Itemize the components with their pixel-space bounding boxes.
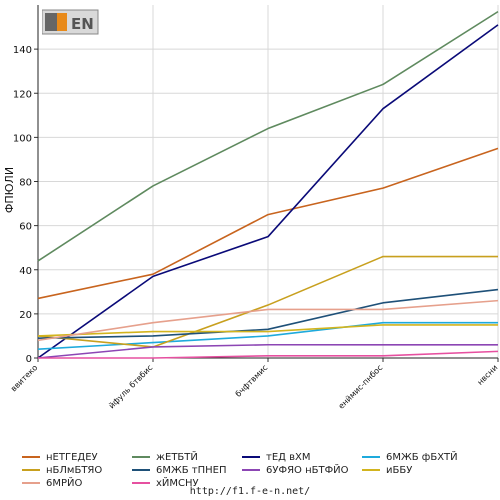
x-tick-label: ввитеко <box>9 363 39 393</box>
x-tick-label: йфуль бтвбис <box>107 363 154 410</box>
series-line <box>37 321 498 350</box>
legend-item: тЕД вХМ <box>242 452 311 463</box>
x-tick-label: нвсни <box>476 363 500 387</box>
y-tick-label: 100 <box>13 133 32 144</box>
y-tick-label: 20 <box>19 310 32 321</box>
series-line <box>37 24 499 359</box>
series-line <box>37 324 498 337</box>
y-tick-label: 120 <box>13 89 32 100</box>
legend-label: нБЛмБТЯО <box>46 465 103 476</box>
y-tick-label: 0 <box>26 354 32 365</box>
y-tick-label: 80 <box>19 178 32 189</box>
x-tick-label: енймис-пнбос <box>337 363 385 411</box>
series-line <box>37 147 499 300</box>
y-tick-label: 60 <box>19 222 32 233</box>
legend-label: иББУ <box>386 465 413 476</box>
legend-label: тЕД вХМ <box>266 452 311 463</box>
series-line <box>37 343 498 359</box>
legend-label: жЕТБТЙ <box>156 452 198 463</box>
legend-swatch <box>22 469 40 471</box>
legend-swatch <box>242 456 260 458</box>
legend-swatch <box>132 456 150 458</box>
legend-swatch <box>362 456 380 458</box>
legend-swatch <box>242 469 260 471</box>
legend-item: нБЛмБТЯО <box>22 465 102 476</box>
legend-label: хЙМСНУ <box>156 478 199 489</box>
series-line <box>37 288 499 339</box>
legend-swatch <box>132 469 150 471</box>
legend-item: нЕТГЕДЕУ <box>22 452 98 463</box>
legend-label: 6МРЙО <box>46 478 83 489</box>
legend-label: нЕТГЕДЕУ <box>46 452 98 463</box>
x-tick-label: бчфтвмис <box>234 363 270 399</box>
svg-text:EN: EN <box>71 15 94 33</box>
series-line <box>37 299 499 342</box>
y-tick-label: 40 <box>19 266 32 277</box>
y-tick-label: 140 <box>13 45 32 56</box>
legend-item: хЙМСНУ <box>132 478 199 489</box>
legend-item: 6МРЙО <box>22 478 82 489</box>
legend-label: 6МЖБ фБХТЙ <box>386 452 458 463</box>
legend-swatch <box>22 482 40 484</box>
series-line <box>37 10 499 262</box>
legend-label: 6УФЯО нБТФЙО <box>266 465 349 476</box>
legend-swatch <box>362 469 380 471</box>
series-line <box>37 255 498 348</box>
legend-item: 6МЖБ тПНЕП <box>132 465 227 476</box>
f1en-logo: EN <box>41 8 100 38</box>
legend-item: иББУ <box>362 465 412 476</box>
legend-swatch <box>132 482 150 484</box>
axes <box>34 5 499 362</box>
legend-item: 6МЖБ фБХТЙ <box>362 452 458 463</box>
footer-url[interactable]: http://f1.f-e-n.net/ <box>189 486 311 497</box>
series-line <box>38 350 499 359</box>
legend-label: 6МЖБ тПНЕП <box>156 465 227 476</box>
legend-item: жЕТБТЙ <box>132 452 198 463</box>
grid <box>37 5 499 359</box>
legend-swatch <box>22 456 40 458</box>
legend-item: 6УФЯО нБТФЙО <box>242 465 349 476</box>
series-lines <box>37 10 499 359</box>
y-axis-label: ФПЮЛИ <box>3 167 16 213</box>
